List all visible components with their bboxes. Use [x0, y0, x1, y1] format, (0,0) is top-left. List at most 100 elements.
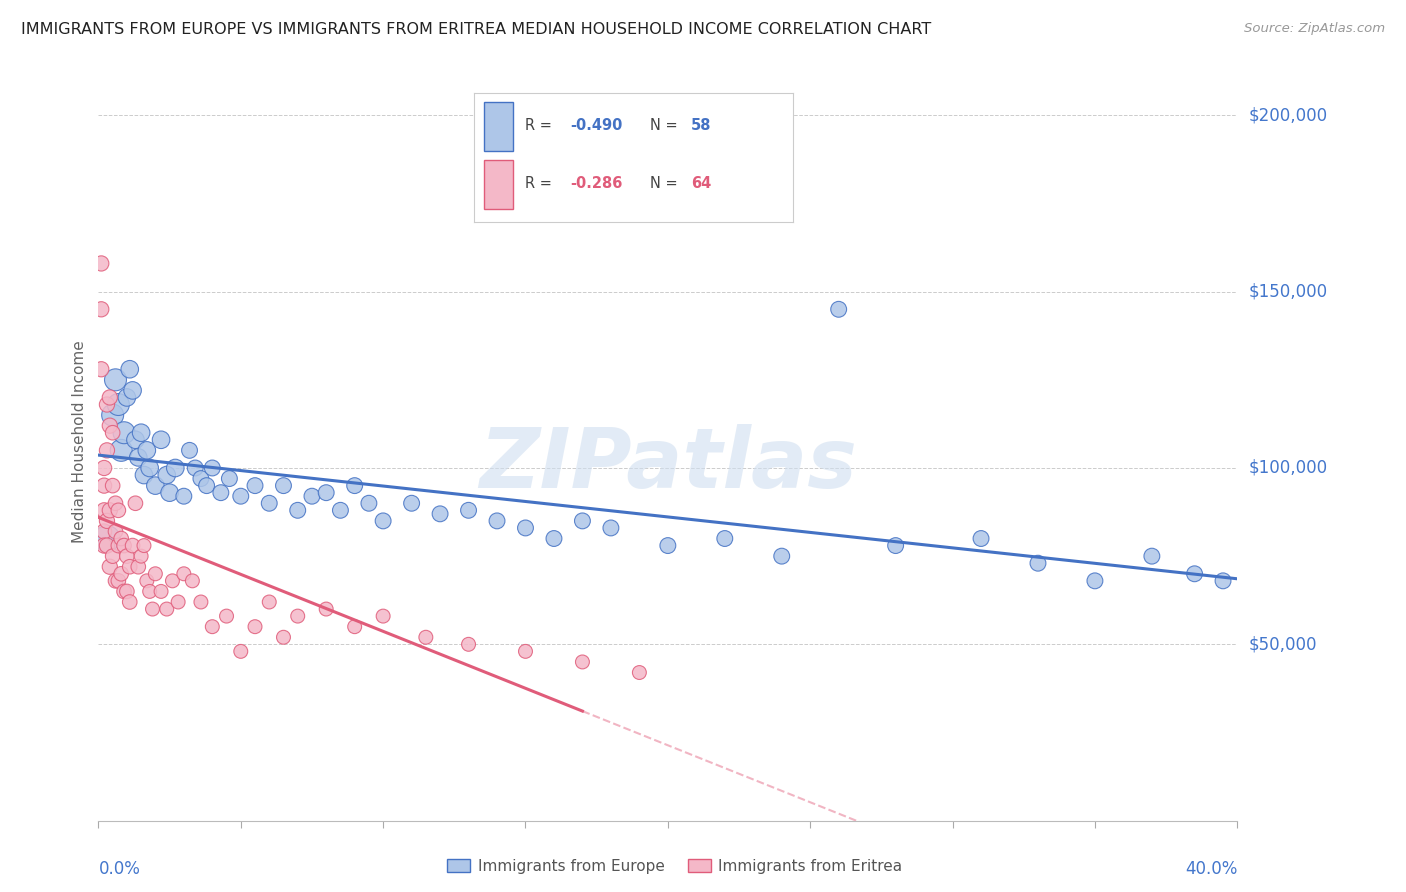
- Point: [1084, 574, 1107, 588]
- Point: [970, 532, 993, 546]
- Point: [1184, 566, 1206, 581]
- Point: [141, 602, 163, 616]
- Point: [343, 478, 366, 492]
- Text: Source: ZipAtlas.com: Source: ZipAtlas.com: [1244, 22, 1385, 36]
- Point: [190, 595, 212, 609]
- Point: [127, 450, 149, 465]
- Point: [115, 549, 138, 563]
- Point: [159, 485, 181, 500]
- Point: [173, 566, 195, 581]
- Point: [107, 574, 129, 588]
- Text: 40.0%: 40.0%: [1185, 860, 1237, 878]
- Point: [415, 630, 437, 644]
- Point: [135, 574, 157, 588]
- Point: [167, 595, 190, 609]
- Point: [145, 478, 167, 492]
- Point: [127, 559, 149, 574]
- Point: [96, 443, 118, 458]
- Point: [173, 489, 195, 503]
- Point: [150, 584, 173, 599]
- Point: [600, 521, 623, 535]
- Point: [486, 514, 509, 528]
- Point: [93, 461, 115, 475]
- Point: [132, 468, 155, 483]
- Point: [1212, 574, 1234, 588]
- Point: [150, 433, 173, 447]
- Point: [115, 584, 138, 599]
- Point: [373, 514, 395, 528]
- Text: $100,000: $100,000: [1249, 459, 1327, 477]
- Point: [118, 595, 141, 609]
- Point: [107, 503, 129, 517]
- Text: $150,000: $150,000: [1249, 283, 1327, 301]
- Point: [1140, 549, 1163, 563]
- Point: [828, 302, 851, 317]
- Point: [201, 461, 224, 475]
- Point: [315, 602, 337, 616]
- Point: [301, 489, 323, 503]
- Point: [101, 408, 124, 422]
- Point: [121, 539, 143, 553]
- Point: [273, 478, 295, 492]
- Point: [884, 539, 907, 553]
- Point: [515, 644, 537, 658]
- Point: [315, 485, 337, 500]
- Point: [543, 532, 565, 546]
- Point: [124, 496, 146, 510]
- Point: [93, 524, 115, 539]
- Point: [770, 549, 793, 563]
- Point: [101, 549, 124, 563]
- Point: [90, 362, 112, 376]
- Point: [1026, 556, 1049, 570]
- Point: [138, 584, 160, 599]
- Point: [93, 539, 115, 553]
- Point: [104, 373, 127, 387]
- Point: [145, 566, 167, 581]
- Point: [110, 566, 132, 581]
- Point: [107, 539, 129, 553]
- Point: [138, 461, 160, 475]
- Legend: Immigrants from Europe, Immigrants from Eritrea: Immigrants from Europe, Immigrants from …: [441, 853, 908, 880]
- Text: $200,000: $200,000: [1249, 106, 1327, 124]
- Point: [195, 478, 218, 492]
- Point: [628, 665, 651, 680]
- Point: [107, 397, 129, 411]
- Text: IMMIGRANTS FROM EUROPE VS IMMIGRANTS FROM ERITREA MEDIAN HOUSEHOLD INCOME CORREL: IMMIGRANTS FROM EUROPE VS IMMIGRANTS FRO…: [21, 22, 931, 37]
- Point: [229, 644, 252, 658]
- Point: [90, 256, 112, 270]
- Text: 0.0%: 0.0%: [98, 860, 141, 878]
- Point: [209, 485, 232, 500]
- Point: [259, 496, 281, 510]
- Point: [357, 496, 380, 510]
- Point: [190, 472, 212, 486]
- Point: [243, 478, 266, 492]
- Point: [329, 503, 352, 517]
- Point: [218, 472, 240, 486]
- Point: [571, 514, 593, 528]
- Point: [96, 539, 118, 553]
- Point: [124, 433, 146, 447]
- Point: [457, 637, 479, 651]
- Point: [162, 574, 184, 588]
- Point: [90, 302, 112, 317]
- Point: [287, 609, 309, 624]
- Point: [273, 630, 295, 644]
- Text: $50,000: $50,000: [1249, 635, 1317, 653]
- Point: [373, 609, 395, 624]
- Point: [156, 468, 179, 483]
- Point: [98, 391, 121, 405]
- Point: [110, 532, 132, 546]
- Point: [101, 478, 124, 492]
- Point: [104, 524, 127, 539]
- Point: [112, 584, 135, 599]
- Point: [714, 532, 737, 546]
- Point: [121, 384, 143, 398]
- Text: ZIPatlas: ZIPatlas: [479, 424, 856, 505]
- Point: [181, 574, 204, 588]
- Point: [657, 539, 679, 553]
- Point: [115, 391, 138, 405]
- Point: [129, 549, 152, 563]
- Point: [179, 443, 201, 458]
- Point: [112, 539, 135, 553]
- Point: [132, 539, 155, 553]
